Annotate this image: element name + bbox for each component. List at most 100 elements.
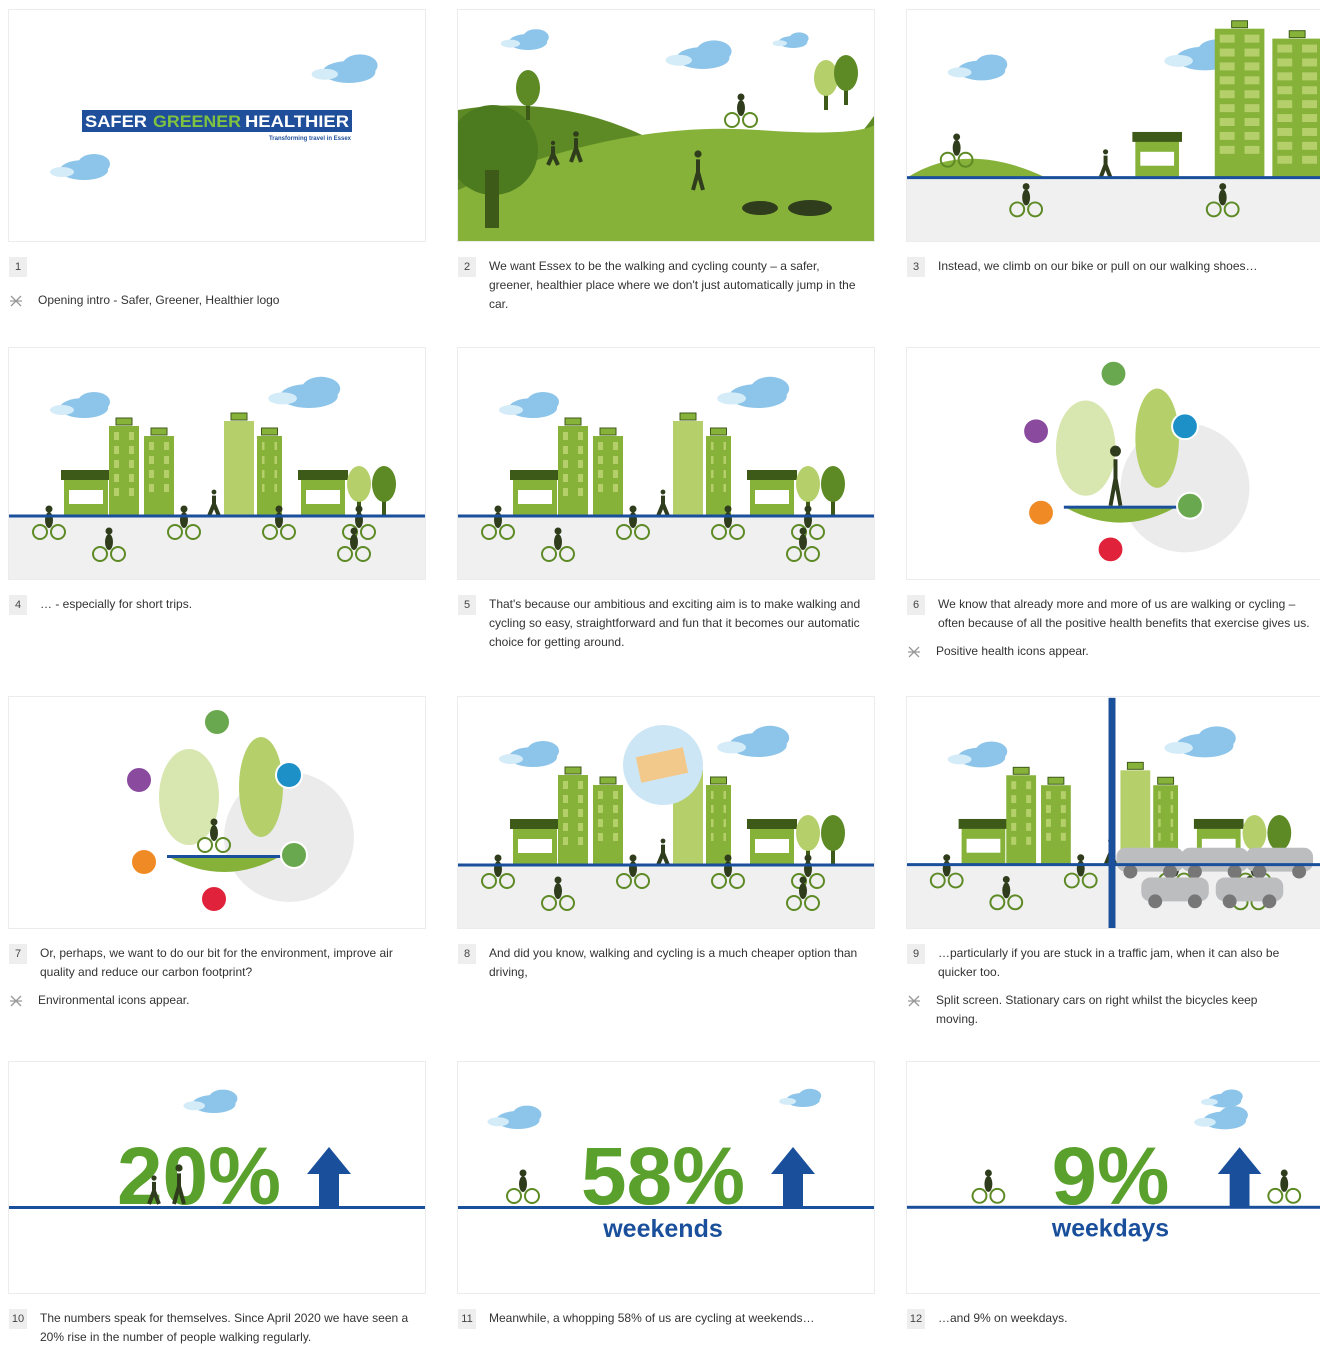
rider-head <box>106 528 113 535</box>
car-wheel <box>1223 894 1237 908</box>
rider <box>804 861 812 877</box>
window <box>114 460 119 468</box>
window <box>1140 790 1145 798</box>
icon-badge <box>276 762 302 788</box>
logo-word: HEALTHIER <box>245 112 349 131</box>
window <box>678 441 683 449</box>
walker-head <box>151 1175 156 1180</box>
cloud <box>268 377 340 408</box>
window <box>1302 156 1317 164</box>
window <box>693 427 698 435</box>
window <box>578 488 583 496</box>
walker-head <box>661 839 666 844</box>
panel-caption: Or, perhaps, we want to do our bit for t… <box>40 944 412 982</box>
icon-badge <box>201 886 227 912</box>
panel-number: 8 <box>458 944 476 964</box>
window <box>578 474 583 482</box>
note-icon-shape <box>908 996 920 1006</box>
cloud-part <box>523 29 549 45</box>
panel-note: Environmental icons appear. <box>9 991 425 1010</box>
shop-roof <box>1132 132 1182 142</box>
note-icon <box>907 645 921 659</box>
rider <box>1280 1176 1288 1192</box>
window <box>1245 49 1260 57</box>
window <box>1061 819 1066 827</box>
window <box>262 456 265 464</box>
caption-row: 5That's because our ambitious and exciti… <box>458 595 874 652</box>
window <box>693 441 698 449</box>
storyboard: (() => { const data = JSON.parse(documen… <box>0 0 1320 1344</box>
window <box>1220 90 1235 98</box>
window <box>1277 142 1292 150</box>
window <box>598 833 603 841</box>
rider <box>350 534 358 550</box>
car-wheel <box>1188 865 1202 879</box>
walker-head <box>694 150 701 157</box>
window <box>1277 58 1292 66</box>
window <box>578 795 583 803</box>
window <box>1220 118 1235 126</box>
rider-head <box>630 506 637 513</box>
window <box>1277 100 1292 108</box>
panel-illustration <box>458 697 874 928</box>
dog <box>742 201 778 215</box>
window <box>1302 58 1317 66</box>
rider-head <box>1023 183 1030 190</box>
solar-panel <box>1013 767 1029 774</box>
window <box>1046 833 1051 841</box>
window <box>1277 45 1292 53</box>
window <box>1158 819 1160 827</box>
rider-head <box>351 528 358 535</box>
caption-row: 9…particularly if you are stuck in a tra… <box>907 944 1320 982</box>
panel-caption: And did you know, walking and cycling is… <box>489 944 861 982</box>
cloud-part <box>799 1089 821 1103</box>
cloud-part <box>976 55 1008 75</box>
window <box>244 441 249 449</box>
rider <box>355 512 363 528</box>
up-arrow <box>771 1147 815 1208</box>
window <box>678 427 683 435</box>
icon-badge <box>1028 500 1054 526</box>
window <box>711 791 714 799</box>
building <box>144 436 174 516</box>
wheel <box>990 1189 1004 1203</box>
window <box>1011 795 1016 803</box>
window <box>711 456 714 464</box>
window <box>578 823 583 831</box>
walker-head <box>1103 149 1108 154</box>
solar-panel <box>711 777 727 784</box>
stat-value: 58% <box>581 1131 745 1222</box>
window <box>1011 823 1016 831</box>
window <box>563 781 568 789</box>
tree-crown <box>159 749 219 845</box>
cloud-part <box>976 742 1008 762</box>
solar-panel <box>1289 31 1305 38</box>
window <box>724 470 727 478</box>
cloud-part <box>527 392 559 412</box>
window <box>598 470 603 478</box>
solar-panel <box>711 428 727 435</box>
rider-head <box>356 506 363 513</box>
tree-crown <box>372 466 396 502</box>
note-icon <box>9 294 23 308</box>
caption-row: 6We know that already more and more of u… <box>907 595 1320 633</box>
walker-head <box>573 131 579 137</box>
caption-row: 2We want Essex to be the walking and cyc… <box>458 257 874 314</box>
panel-illustration <box>458 348 874 579</box>
window <box>724 833 727 841</box>
window <box>229 427 234 435</box>
window <box>711 805 714 813</box>
building <box>257 436 282 516</box>
rider-head <box>1281 1170 1288 1177</box>
walker-head <box>212 490 217 495</box>
window <box>563 460 568 468</box>
rider-head <box>520 1170 527 1177</box>
rider-head <box>725 855 732 862</box>
rider <box>210 825 218 841</box>
cloud-part <box>717 741 746 753</box>
window <box>1171 833 1173 841</box>
cloud-part <box>342 54 377 76</box>
panel-note: Positive health icons appear. <box>907 642 1320 661</box>
rider-head <box>725 506 732 513</box>
cloud-part <box>1201 1098 1218 1105</box>
